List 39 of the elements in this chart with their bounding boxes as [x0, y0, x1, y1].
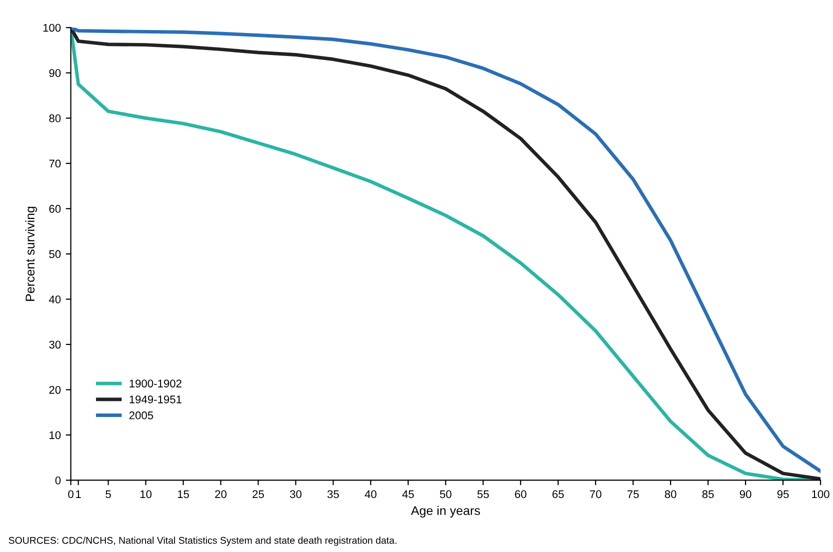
x-tick-label: 35: [327, 490, 339, 498]
x-tick-label: 75: [627, 490, 639, 498]
y-tick-label: 100: [43, 24, 61, 32]
y-tick-label: 70: [49, 160, 61, 168]
x-tick-label: 1: [76, 490, 81, 498]
y-tick-label: 10: [50, 431, 61, 440]
x-tick-label: 5: [106, 490, 111, 498]
x-axis-title: Age in years: [410, 506, 480, 518]
x-tick-label: 100: [812, 490, 830, 498]
y-tick-label: 20: [49, 386, 61, 394]
x-tick-label: 95: [777, 490, 789, 498]
y-tick-label: 40: [48, 295, 61, 304]
x-tick-label: 40: [364, 490, 376, 498]
legend-label: 1949-1951: [130, 396, 182, 404]
x-tick-label: 30: [290, 490, 302, 498]
y-tick-label: 90: [49, 69, 61, 77]
x-tick-label: 70: [590, 490, 602, 498]
y-tick-label: 50: [49, 250, 61, 258]
legend-label: 1900-1902: [130, 380, 182, 388]
x-tick-label: 65: [552, 490, 564, 498]
x-tick-label: 90: [740, 490, 752, 498]
x-tick-label: 0: [68, 490, 74, 498]
x-tick-label: 15: [178, 490, 189, 498]
x-tick-label: 50: [440, 490, 452, 498]
x-tick-label: 55: [477, 490, 489, 498]
legend-label: 2005: [129, 411, 154, 420]
x-tick-label: 25: [252, 490, 264, 498]
x-tick-label: 85: [702, 490, 714, 498]
x-tick-label: 45: [402, 490, 414, 498]
y-tick-label: 30: [49, 340, 61, 349]
x-tick-label: 60: [515, 490, 526, 498]
source-note: SOURCES: CDC/NCHS, National Vital Statistics System and state death registration data.: [8, 536, 396, 546]
y-axis-title: Percent surviving: [25, 206, 37, 301]
x-tick-label: 80: [664, 490, 676, 498]
y-tick-label: 60: [49, 204, 61, 213]
y-tick-label: 0: [55, 476, 61, 484]
x-tick-label: 10: [140, 490, 152, 498]
y-tick-label: 80: [49, 114, 61, 122]
x-tick-label: 20: [215, 490, 226, 498]
